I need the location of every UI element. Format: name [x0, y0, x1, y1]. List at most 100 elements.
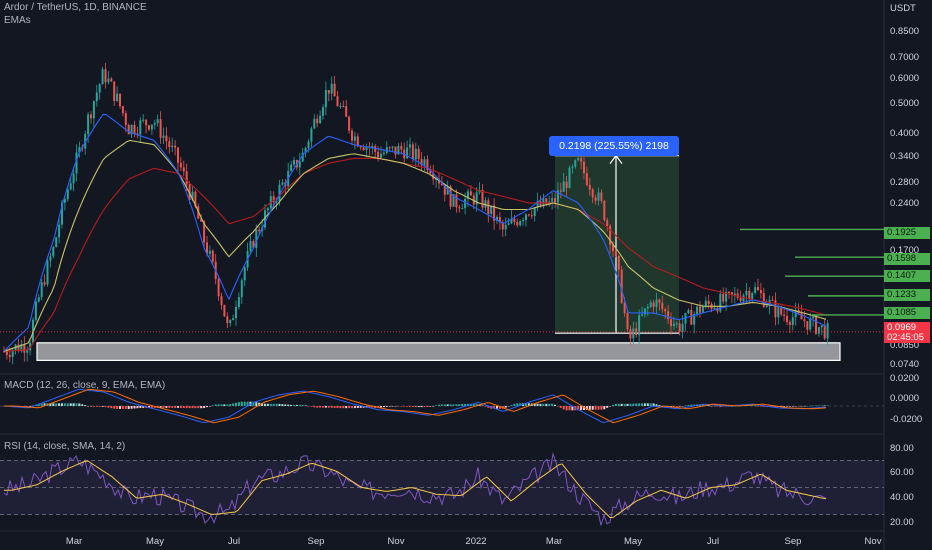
candle-body: [469, 191, 472, 196]
candle-body: [139, 120, 142, 135]
candle-body: [704, 300, 707, 307]
macd-histogram-bar: [214, 404, 217, 406]
price-tick: 0.8500: [890, 26, 920, 37]
macd-histogram-bar: [771, 406, 774, 408]
candle-body: [614, 251, 617, 256]
price-tick: 0.7000: [890, 52, 920, 63]
candle-body: [594, 197, 597, 201]
candle-body: [733, 293, 736, 295]
candle-body: [333, 83, 336, 97]
macd-histogram-bar: [136, 406, 139, 409]
candle-body: [156, 119, 159, 123]
candle-body: [8, 354, 11, 358]
time-tick: May: [146, 536, 164, 547]
candle-body: [168, 141, 171, 148]
candle-body: [255, 229, 258, 248]
candle-body: [522, 219, 525, 222]
macd-histogram-bar: [817, 405, 820, 406]
macd-histogram-bar: [148, 406, 150, 408]
macd-histogram-bar: [130, 406, 133, 409]
macd-histogram-bar: [371, 406, 374, 408]
macd-histogram-bar: [545, 403, 548, 406]
macd-histogram-bar: [330, 406, 333, 408]
candle-body: [545, 198, 548, 206]
candle-body: [664, 309, 667, 312]
candle-body: [182, 167, 185, 172]
macd-histogram-bar: [748, 405, 751, 406]
candle-body: [612, 244, 614, 252]
candle-body: [339, 105, 342, 107]
candle-body: [362, 147, 365, 151]
candle-body: [585, 173, 588, 186]
macd-histogram-bar: [774, 406, 777, 408]
macd-histogram-bar: [614, 403, 617, 406]
macd-histogram-bar: [583, 406, 585, 411]
macd-histogram-bar: [203, 406, 206, 409]
macd-histogram-bar: [481, 405, 484, 406]
candle-body: [722, 293, 725, 302]
macd-histogram-bar: [348, 406, 351, 409]
macd-histogram-bar: [719, 406, 722, 407]
macd-histogram-bar: [826, 405, 829, 406]
candle-body: [812, 316, 815, 319]
macd-histogram-bar: [72, 403, 75, 406]
macd-histogram-bar: [345, 406, 348, 409]
candle-body: [87, 114, 90, 135]
macd-histogram-bar: [600, 406, 603, 410]
macd-histogram-bar: [420, 406, 423, 408]
macd-histogram-bar: [559, 406, 562, 408]
macd-histogram-bar: [455, 404, 458, 406]
macd-histogram-bar: [246, 401, 249, 406]
candle-body: [281, 182, 284, 185]
candle-body: [742, 295, 745, 302]
candle-body: [359, 146, 362, 148]
candle-body: [490, 205, 493, 214]
candle-body: [310, 128, 313, 142]
macd-histogram-bar: [252, 401, 255, 406]
level-badge: 0.1407: [884, 270, 930, 282]
macd-histogram-bar: [90, 406, 92, 407]
candle-body: [539, 201, 542, 207]
candle-body: [643, 308, 646, 315]
macd-histogram-bar: [281, 404, 284, 406]
candle-body: [455, 194, 458, 208]
price-tick: 0.0740: [890, 359, 920, 370]
candle-body: [394, 146, 397, 155]
time-tick: Sep: [784, 536, 802, 547]
macd-histogram-bar: [435, 405, 438, 406]
candle-body: [527, 214, 530, 216]
macd-histogram-bar: [701, 404, 704, 406]
candle-body: [26, 350, 29, 353]
macd-histogram-bar: [513, 403, 516, 406]
candle-body: [765, 305, 768, 307]
candle-body: [530, 215, 533, 217]
macd-histogram-bar: [809, 405, 812, 407]
macd-histogram-bar: [295, 404, 298, 406]
macd-histogram-bar: [754, 405, 757, 407]
macd-histogram-bar: [104, 406, 107, 408]
candle-body: [435, 178, 438, 180]
candle-body: [803, 319, 806, 322]
candle-body: [78, 147, 81, 153]
macd-histogram-bar: [397, 406, 400, 407]
macd-histogram-bar: [597, 406, 600, 410]
macd-histogram-bar: [382, 406, 385, 408]
macd-histogram-bar: [580, 406, 583, 411]
macd-histogram-bar: [585, 406, 588, 410]
rsi-ma-line: [4, 460, 827, 518]
macd-histogram-bar: [272, 403, 275, 406]
candle-body: [452, 194, 455, 207]
macd-histogram-bar: [629, 403, 632, 406]
candle-body: [324, 90, 327, 108]
macd-histogram-bar: [641, 403, 643, 406]
candle-body: [672, 323, 675, 327]
macd-histogram-bar: [620, 403, 623, 406]
candle-body: [382, 152, 385, 154]
macd-histogram-bar: [58, 403, 61, 406]
candle-body: [826, 323, 829, 339]
candle-body: [107, 78, 110, 83]
macd-histogram-bar: [551, 403, 554, 406]
candle-body: [794, 310, 797, 318]
candle-body: [745, 290, 748, 296]
candle-body: [264, 210, 266, 228]
